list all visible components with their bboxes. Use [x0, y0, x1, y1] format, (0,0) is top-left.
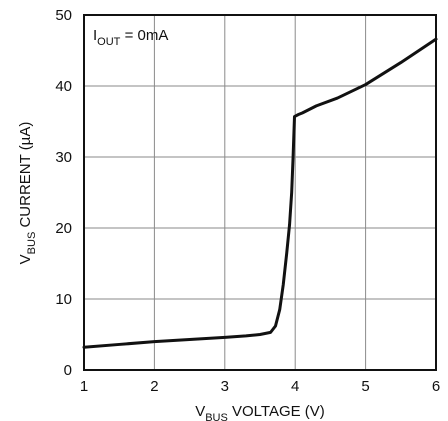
plot-frame [83, 14, 437, 371]
y-tick-label: 10 [55, 291, 72, 308]
annotation-suffix: = 0mA [120, 27, 168, 44]
y-tick-label: 30 [55, 149, 72, 166]
annotation-prefix: I [93, 27, 97, 44]
series-layer [82, 37, 438, 349]
y-axis-title: VBUS CURRENT (µA) [17, 122, 38, 265]
x-tick-label: 5 [361, 378, 369, 395]
x-tick-label: 6 [432, 378, 440, 395]
x-axis-title: VBUS VOLTAGE (V) [195, 403, 325, 421]
x-tick-label: 2 [150, 378, 158, 395]
y-tick-label: 40 [55, 78, 72, 95]
annotation-label: IOUT = 0mA [93, 27, 168, 48]
y-axis-title-suffix: CURRENT (µA) [17, 122, 34, 232]
y-tick-label: 20 [55, 220, 72, 237]
x-axis-title-subscript: BUS [205, 412, 228, 421]
x-axis-title-suffix: VOLTAGE (V) [228, 403, 325, 420]
series-line [82, 37, 438, 349]
y-tick-label: 50 [55, 7, 72, 24]
x-tick-label: 1 [80, 378, 88, 395]
y-axis-title-prefix: V [17, 254, 34, 264]
x-axis-title-prefix: V [195, 403, 205, 420]
tick-labels: 1 2 3 4 5 6 0 10 20 30 40 50 [55, 7, 440, 395]
y-axis-title-subscript: BUS [26, 232, 38, 255]
x-tick-label: 4 [291, 378, 299, 395]
annotation-subscript: OUT [97, 36, 121, 48]
x-tick-label: 3 [221, 378, 229, 395]
y-axis-title-group: VBUS CURRENT (µA) [17, 122, 38, 265]
y-tick-label: 0 [64, 362, 72, 379]
grid-lines [84, 15, 436, 370]
